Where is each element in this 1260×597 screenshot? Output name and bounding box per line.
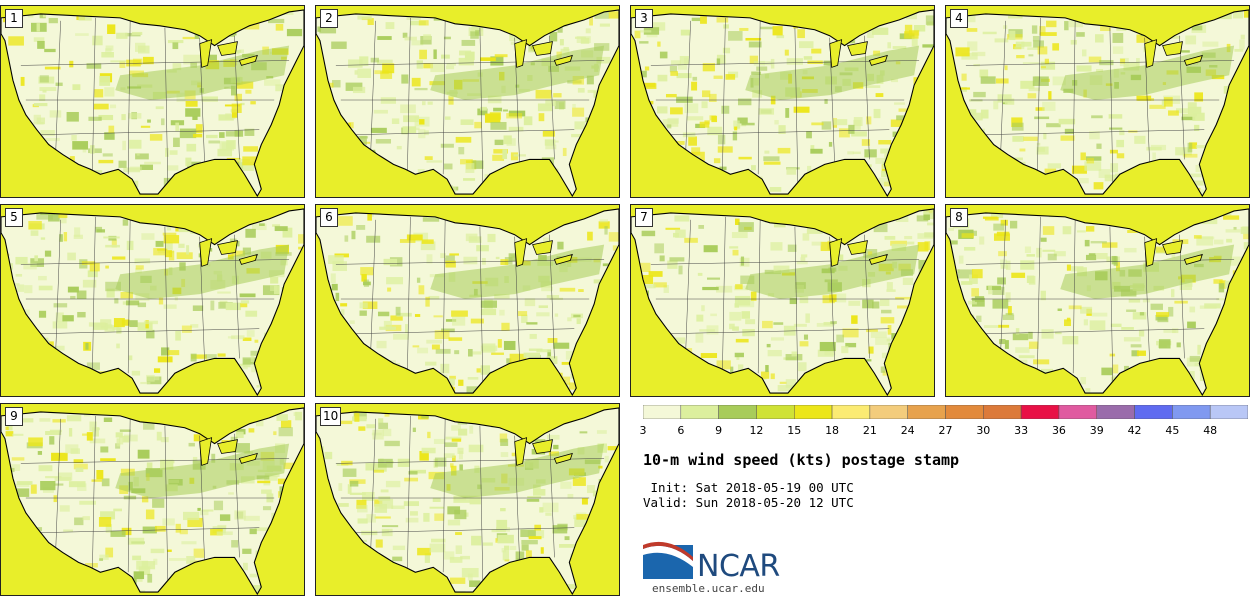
- ncar-logo-text: NCAR: [697, 549, 780, 584]
- panel-number: 8: [950, 208, 968, 227]
- site-url: ensemble.ucar.edu: [652, 582, 765, 595]
- wind-map: [1, 6, 304, 197]
- colorbar-tick-label: 3: [639, 424, 647, 437]
- colorbar-segment: [907, 405, 946, 419]
- colorbar-segment: [794, 405, 833, 419]
- panel-number: 1: [5, 9, 23, 28]
- panel-number: 10: [320, 407, 342, 426]
- colorbar-tick-label: 42: [1127, 424, 1142, 437]
- wind-speed-colorbar: [643, 405, 1248, 419]
- panel-number: 9: [5, 407, 23, 426]
- ncar-logo-icon: [643, 541, 693, 579]
- colorbar-segment: [831, 405, 871, 419]
- wind-map: [631, 205, 934, 396]
- valid-time: Valid: Sun 2018-05-20 12 UTC: [643, 495, 854, 510]
- colorbar-tick-label: 48: [1203, 424, 1218, 437]
- colorbar-tick-label: 30: [976, 424, 991, 437]
- colorbar-segment: [643, 405, 682, 419]
- colorbar-segment: [1096, 405, 1135, 419]
- plot-title: 10-m wind speed (kts) postage stamp: [643, 451, 960, 469]
- panel-number: 3: [635, 9, 653, 28]
- colorbar-segment: [983, 405, 1022, 419]
- colorbar-tick-label: 21: [862, 424, 877, 437]
- colorbar-segment: [1209, 405, 1248, 419]
- wind-map: [316, 6, 619, 197]
- colorbar-tick-label: 6: [677, 424, 685, 437]
- colorbar-segment: [1058, 405, 1098, 419]
- map-panel: 10: [315, 403, 620, 596]
- colorbar-segment: [1020, 405, 1060, 419]
- map-panel: 3: [630, 5, 935, 198]
- colorbar-segment: [680, 405, 719, 419]
- colorbar-tick-label: 24: [900, 424, 915, 437]
- map-panel: 6: [315, 204, 620, 397]
- colorbar-tick-label: 27: [938, 424, 953, 437]
- map-panel: 7: [630, 204, 935, 397]
- map-panel: 5: [0, 204, 305, 397]
- init-time: Init: Sat 2018-05-19 00 UTC: [643, 480, 854, 495]
- colorbar-tick-label: 12: [749, 424, 764, 437]
- colorbar-segment: [1134, 405, 1173, 419]
- colorbar-segment: [756, 405, 795, 419]
- wind-map: [1, 404, 304, 595]
- colorbar-tick-label: 39: [1089, 424, 1104, 437]
- panel-number: 5: [5, 208, 23, 227]
- colorbar-tick-label: 9: [715, 424, 723, 437]
- colorbar-tick-label: 36: [1051, 424, 1066, 437]
- colorbar-segment: [718, 405, 757, 419]
- map-panel: 9: [0, 403, 305, 596]
- colorbar-segment: [1172, 405, 1211, 419]
- wind-map: [631, 6, 934, 197]
- map-panel: 2: [315, 5, 620, 198]
- colorbar-segment: [945, 405, 984, 419]
- panel-number: 6: [320, 208, 338, 227]
- colorbar-segment: [869, 405, 908, 419]
- wind-map: [1, 205, 304, 396]
- colorbar-tick-label: 33: [1014, 424, 1029, 437]
- colorbar-tick-label: 45: [1165, 424, 1180, 437]
- panel-number: 4: [950, 9, 968, 28]
- panel-number: 7: [635, 208, 653, 227]
- panel-number: 2: [320, 9, 338, 28]
- map-panel: 1: [0, 5, 305, 198]
- wind-map: [946, 6, 1249, 197]
- colorbar-tick-label: 15: [787, 424, 802, 437]
- wind-map: [946, 205, 1249, 396]
- map-panel: 8: [945, 204, 1250, 397]
- wind-map: [316, 205, 619, 396]
- map-panel: 4: [945, 5, 1250, 198]
- wind-map: [316, 404, 619, 595]
- colorbar-tick-label: 18: [825, 424, 840, 437]
